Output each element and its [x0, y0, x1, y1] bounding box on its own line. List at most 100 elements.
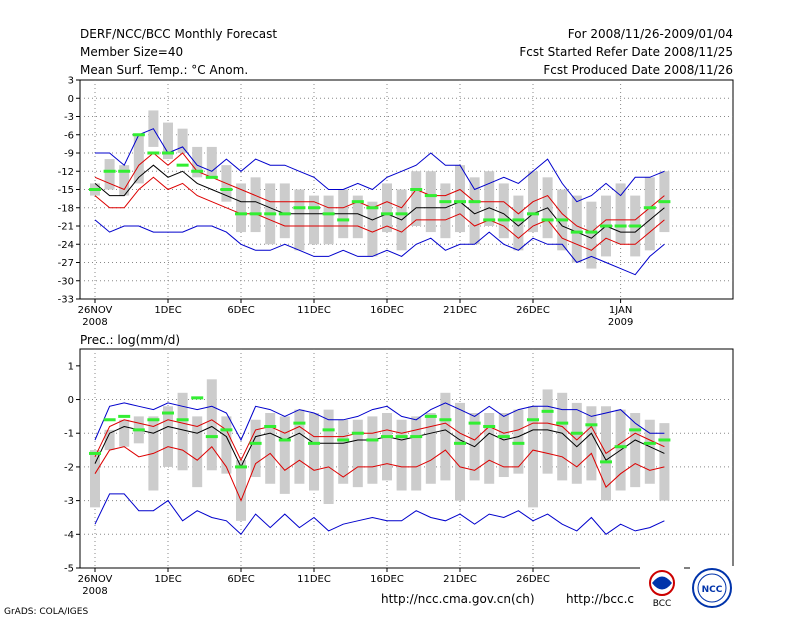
observed-marker — [570, 230, 583, 234]
ensemble-bar — [455, 165, 465, 233]
prec-panel-title: Prec.: log(mm/d) — [80, 333, 180, 347]
ensemble-bar — [484, 413, 495, 484]
observed-marker — [220, 188, 233, 191]
ensemble-bar — [104, 159, 115, 190]
ensemble-bar — [396, 419, 407, 491]
y-tick-label: -24 — [58, 240, 74, 251]
y-tick-label: -3 — [64, 112, 74, 123]
ensemble-bar — [484, 171, 495, 226]
observed-marker — [541, 218, 554, 222]
observed-marker — [585, 423, 598, 427]
ensemble-bar — [250, 419, 261, 478]
ensemble-bar — [236, 183, 246, 233]
observed-marker — [337, 438, 350, 442]
upper-band-line — [94, 419, 665, 462]
observed-marker — [235, 212, 247, 216]
observed-marker — [439, 200, 452, 204]
ensemble-bar — [192, 146, 203, 178]
observed-marker — [337, 218, 350, 222]
ensemble-bar — [133, 134, 144, 184]
plot-frame — [79, 348, 734, 569]
observed-marker — [410, 435, 423, 439]
ensemble-bar — [206, 379, 217, 471]
ensemble-bar — [367, 201, 378, 257]
y-tick-label: 0 — [68, 395, 74, 406]
ensemble-bar — [411, 416, 422, 491]
x-tick-label: 26DEC — [516, 574, 550, 585]
x-tick-label: 1JAN — [609, 305, 632, 316]
x-tick-label: 6DEC — [227, 574, 254, 585]
y-tick-label: 3 — [68, 76, 74, 87]
forecast-started: Fcst Started Refer Date 2008/11/25 — [519, 45, 733, 59]
y-tick-label: 0 — [68, 94, 74, 105]
observed-marker — [483, 424, 496, 428]
ensemble-bar — [630, 413, 641, 488]
ensemble-bar — [279, 183, 290, 239]
observed-marker — [512, 441, 525, 445]
upper-band-line — [94, 152, 665, 233]
ensemble-bar — [586, 406, 597, 481]
observed-marker — [89, 188, 101, 191]
ensemble-bar — [542, 389, 553, 474]
member-size: Member Size=40 — [80, 45, 183, 59]
observed-marker — [629, 428, 642, 432]
y-tick-label: -9 — [64, 149, 74, 160]
ncc-logo: NCC — [690, 566, 734, 610]
observed-marker — [220, 428, 233, 432]
y-tick-label: 1 — [68, 361, 74, 372]
observed-marker — [249, 441, 262, 445]
y-tick-label: -1 — [64, 429, 74, 440]
y-tick-label: -12 — [58, 167, 74, 178]
observed-marker — [132, 133, 145, 137]
figure-title: DERF/NCC/BCC Monthly Forecast — [80, 27, 277, 41]
observed-marker — [395, 435, 408, 439]
observed-marker — [322, 428, 335, 432]
observed-marker — [118, 414, 131, 418]
observed-marker — [89, 451, 101, 455]
observed-marker — [424, 194, 437, 198]
ensemble-bar — [221, 416, 232, 474]
observed-marker — [614, 224, 627, 228]
ensemble-max-line — [94, 402, 665, 442]
x-tick-label: 11DEC — [297, 305, 331, 316]
ensemble-bar — [352, 195, 363, 239]
y-tick-label: -4 — [64, 530, 74, 541]
observed-marker — [366, 438, 379, 442]
y-tick-label: -30 — [58, 276, 74, 287]
observed-marker — [249, 212, 262, 216]
bcc-logo: BCC — [640, 566, 684, 610]
x-tick-label: 26NOV — [78, 574, 113, 585]
observed-marker — [497, 218, 510, 222]
observed-marker — [497, 435, 510, 439]
ensemble-mean-line — [94, 164, 665, 239]
observed-marker — [614, 445, 627, 449]
ensemble-bar — [90, 450, 100, 508]
temp-panel-title: Mean Surf. Temp.: °C Anom. — [80, 63, 248, 77]
observed-marker — [293, 206, 306, 210]
lower-band-line — [94, 176, 665, 251]
observed-marker — [454, 200, 466, 204]
observed-marker — [205, 175, 218, 179]
observed-marker — [658, 438, 671, 442]
ensemble-bar — [513, 409, 524, 474]
ensemble-bar — [338, 419, 349, 484]
ensemble-bar — [586, 201, 597, 269]
observed-marker — [235, 465, 247, 469]
observed-marker — [570, 431, 583, 435]
observed-marker — [658, 200, 671, 204]
observed-marker — [643, 206, 656, 210]
observed-marker — [351, 200, 364, 204]
observed-marker — [527, 418, 539, 422]
ensemble-mean-line — [94, 425, 665, 469]
observed-marker — [600, 224, 612, 228]
bcc-url[interactable]: http://bcc.c — [566, 592, 634, 606]
ensemble-bar — [104, 429, 115, 451]
ncc-url[interactable]: http://ncc.cma.gov.cn(ch) — [381, 592, 535, 606]
observed-marker — [176, 418, 189, 422]
x-tick-year-label: 2008 — [82, 586, 107, 597]
observed-marker — [103, 418, 116, 422]
observed-marker — [103, 169, 116, 173]
observed-marker — [278, 438, 291, 442]
observed-marker — [468, 421, 481, 425]
observed-marker — [366, 206, 379, 210]
